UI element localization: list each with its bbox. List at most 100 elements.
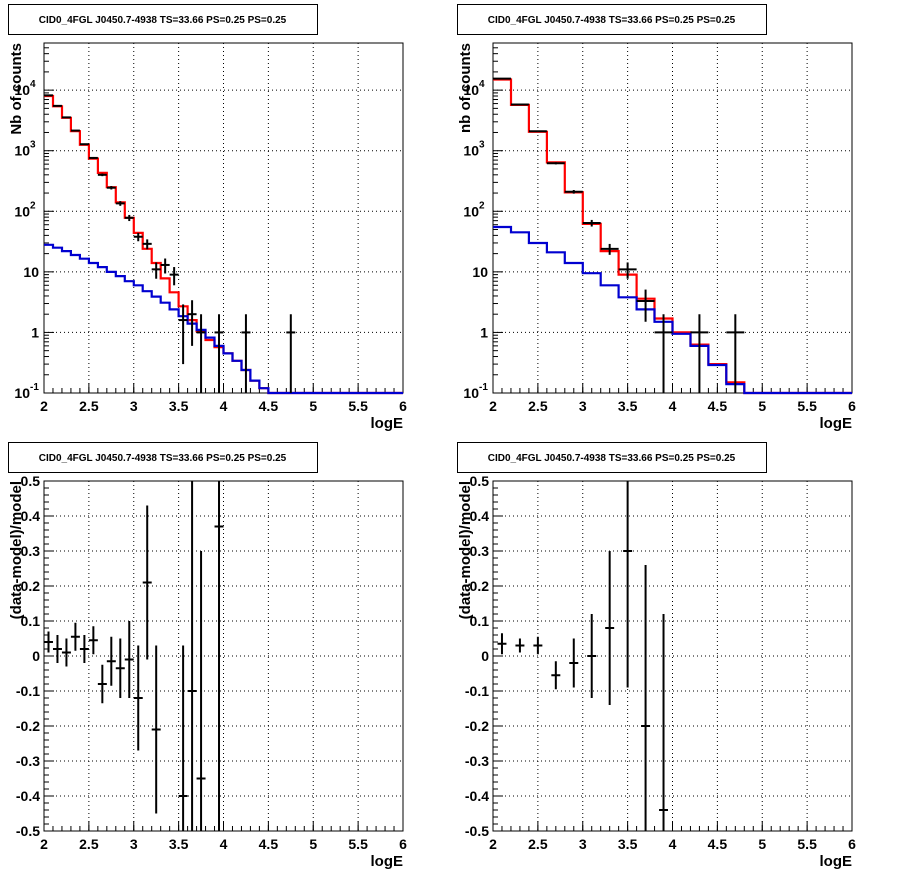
x-tick-label: 4 bbox=[220, 836, 228, 852]
data-point bbox=[641, 565, 651, 831]
x-tick-label: 5 bbox=[309, 836, 317, 852]
y-tick-label: -0.3 bbox=[16, 753, 40, 769]
y-tick-exponent: 4 bbox=[479, 79, 485, 90]
data-point bbox=[690, 314, 709, 393]
x-tick-label: 6 bbox=[399, 836, 407, 852]
data-point bbox=[510, 103, 529, 106]
data-point bbox=[196, 551, 206, 831]
y-tick-label: 0 bbox=[481, 648, 489, 664]
data-point bbox=[636, 289, 655, 322]
data-point bbox=[70, 129, 80, 132]
data-point bbox=[133, 232, 143, 242]
plot-frame bbox=[43, 480, 404, 832]
y-tick-exponent: -1 bbox=[30, 382, 39, 393]
x-tick-label: 4.5 bbox=[259, 836, 279, 852]
y-tick-label: 1 bbox=[480, 324, 488, 340]
plot-frame bbox=[492, 480, 853, 832]
x-tick-label: 4.5 bbox=[708, 398, 728, 414]
data-point bbox=[133, 645, 143, 751]
chart-title: CID0_4FGL J0450.7-4938 TS=33.66 PS=0.25 … bbox=[39, 15, 287, 26]
chart-title: CID0_4FGL J0450.7-4938 TS=33.66 PS=0.25 … bbox=[488, 453, 736, 464]
data-point bbox=[623, 481, 633, 688]
x-tick-label: 2.5 bbox=[79, 398, 99, 414]
data-point bbox=[124, 214, 134, 222]
y-tick-label: -0.3 bbox=[465, 753, 489, 769]
series-line-blue bbox=[493, 225, 852, 395]
data-point bbox=[241, 314, 251, 393]
x-tick-label: 5.5 bbox=[797, 836, 817, 852]
x-tick-label: 4 bbox=[220, 398, 228, 414]
y-tick-label: -0.1 bbox=[465, 683, 489, 699]
x-tick-label: 3 bbox=[579, 836, 587, 852]
x-tick-label: 6 bbox=[399, 398, 407, 414]
chart-title: CID0_4FGL J0450.7-4938 TS=33.66 PS=0.25 … bbox=[39, 453, 287, 464]
y-axis-title: Nb of counts bbox=[8, 43, 25, 135]
x-tick-label: 3.5 bbox=[618, 398, 638, 414]
x-axis-title: logE bbox=[371, 853, 404, 870]
x-tick-label: 4.5 bbox=[259, 398, 279, 414]
data-point bbox=[178, 304, 188, 365]
y-tick-label: -0.5 bbox=[465, 823, 489, 839]
x-tick-label: 2.5 bbox=[79, 836, 99, 852]
series-line-red bbox=[493, 78, 852, 395]
data-point bbox=[151, 645, 161, 814]
y-tick-label: 10 bbox=[472, 264, 488, 280]
x-tick-label: 3 bbox=[579, 398, 587, 414]
data-point bbox=[97, 664, 107, 704]
data-point bbox=[587, 614, 597, 698]
x-tick-label: 2 bbox=[40, 398, 48, 414]
chart-panel-3: CID0_4FGL J0450.7-4938 TS=33.66 PS=0.25 … bbox=[8, 442, 407, 870]
y-tick-label: -0.5 bbox=[16, 823, 40, 839]
x-tick-label: 3 bbox=[130, 836, 138, 852]
x-tick-label: 2 bbox=[489, 836, 497, 852]
y-tick-label: 0.3 bbox=[21, 543, 41, 559]
plot-frame bbox=[492, 42, 853, 394]
x-tick-label: 3.5 bbox=[169, 398, 189, 414]
data-point bbox=[115, 201, 125, 206]
data-point bbox=[187, 300, 197, 346]
data-point bbox=[582, 219, 601, 227]
y-axis-title: (data-model)/model bbox=[457, 481, 474, 619]
y-tick-exponent: 3 bbox=[30, 140, 36, 151]
data-point bbox=[726, 314, 745, 393]
x-axis-title: logE bbox=[371, 415, 404, 432]
x-tick-label: 3 bbox=[130, 398, 138, 414]
data-point bbox=[97, 173, 107, 177]
data-point bbox=[178, 645, 188, 831]
x-tick-label: 5.5 bbox=[797, 398, 817, 414]
x-tick-label: 4 bbox=[669, 398, 677, 414]
y-tick-label: 1 bbox=[31, 324, 39, 340]
y-tick-label: 0 bbox=[32, 648, 40, 664]
chart-title-box bbox=[457, 442, 767, 473]
y-tick-label: 10 bbox=[23, 264, 39, 280]
data-point bbox=[79, 635, 89, 663]
x-tick-label: 4.5 bbox=[708, 836, 728, 852]
data-point bbox=[654, 314, 673, 393]
chart-title-box bbox=[457, 4, 767, 35]
x-tick-label: 5 bbox=[758, 836, 766, 852]
data-point bbox=[88, 156, 98, 159]
data-point bbox=[70, 622, 80, 651]
data-point bbox=[79, 143, 89, 146]
data-point bbox=[151, 262, 161, 279]
chart-panel-2: CID0_4FGL J0450.7-4938 TS=33.66 PS=0.25 … bbox=[457, 4, 856, 432]
x-tick-label: 6 bbox=[848, 836, 856, 852]
y-tick-exponent: 2 bbox=[479, 200, 485, 211]
y-tick-label: 10 bbox=[14, 143, 30, 159]
y-tick-label: 10 bbox=[14, 82, 30, 98]
data-point bbox=[187, 481, 197, 831]
x-tick-label: 6 bbox=[848, 398, 856, 414]
data-point bbox=[564, 190, 583, 194]
y-tick-label: 0.2 bbox=[21, 578, 41, 594]
y-tick-label: -0.1 bbox=[16, 683, 40, 699]
data-point bbox=[115, 638, 125, 698]
data-point bbox=[106, 636, 116, 686]
data-point bbox=[533, 636, 543, 655]
data-point bbox=[569, 638, 579, 688]
data-point bbox=[528, 130, 547, 133]
y-tick-label: 0.5 bbox=[470, 473, 490, 489]
x-tick-label: 3.5 bbox=[618, 836, 638, 852]
data-point bbox=[44, 94, 53, 97]
data-point bbox=[44, 631, 53, 653]
chart-title-box bbox=[8, 442, 318, 473]
